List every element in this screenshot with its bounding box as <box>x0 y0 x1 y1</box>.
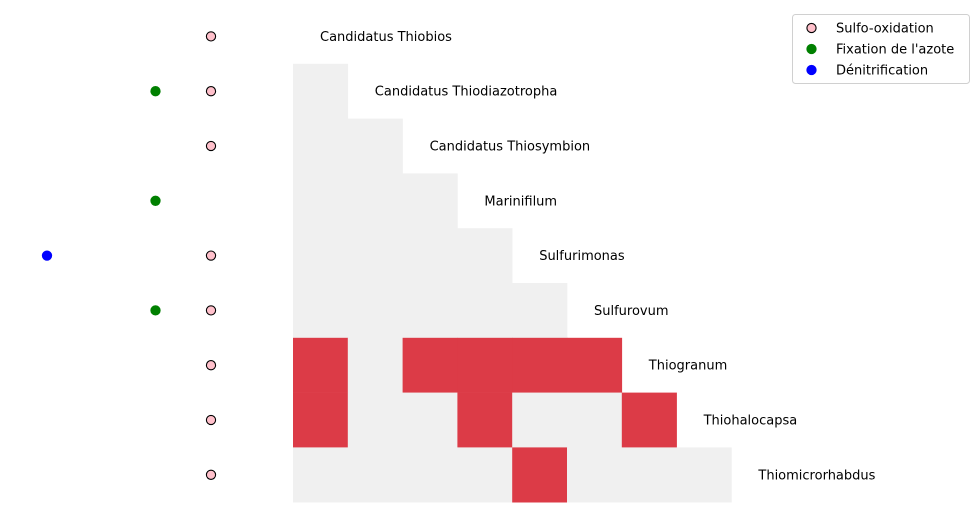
heatmap-cell-8-0 <box>293 447 349 503</box>
heatmap-cell-6-4 <box>512 337 568 393</box>
heatmap-cell-5-1 <box>347 283 403 339</box>
heatmap-cell-5-0 <box>293 283 349 339</box>
heatmap-cell-2-0 <box>293 118 349 174</box>
row-label-thiomicrorhabdus: Thiomicrorhabdus <box>757 468 875 483</box>
heatmap-cell-3-1 <box>347 173 403 229</box>
marker-sulfo-oxidation-7 <box>205 414 217 426</box>
heatmap-cell-1-0 <box>293 63 349 119</box>
row-label-sulfurimonas: Sulfurimonas <box>539 249 625 264</box>
marker-fixation-de-l-azote-3 <box>150 195 161 206</box>
heatmap-cell-7-0 <box>293 392 349 448</box>
heatmap-cell-7-4 <box>512 392 568 448</box>
marker-sulfo-oxidation-1 <box>205 86 217 97</box>
row-label-sulfurovum: Sulfurovum <box>594 304 669 319</box>
heatmap-cell-6-1 <box>347 337 403 393</box>
heatmap-cell-8-2 <box>402 447 458 503</box>
heatmap-cell-4-2 <box>402 228 458 284</box>
row-labels: Candidatus Thiobios Candidatus Thiodiazot… <box>320 30 876 483</box>
legend-box <box>792 14 970 84</box>
legend: Sulfo-oxidation Fixation de l'azote Dénitr… <box>792 14 970 84</box>
marker-sulfo-oxidation-0 <box>205 31 217 42</box>
heatmap-cell-6-5 <box>567 337 623 393</box>
legend-marker-sulfo-oxidation <box>806 22 817 34</box>
heatmap-cell-3-0 <box>293 173 349 229</box>
legend-marker-d-nitrification <box>806 64 817 76</box>
heatmap-cell-7-2 <box>402 392 458 448</box>
heatmap-cell-8-6 <box>621 447 677 503</box>
marker-fixation-de-l-azote-5 <box>150 305 161 316</box>
heatmap-cell-8-1 <box>347 447 403 503</box>
heatmap-cell-8-7 <box>676 447 732 503</box>
heatmap-cell-4-0 <box>293 228 349 284</box>
heatmap-cell-6-2 <box>402 337 458 393</box>
marker-fixation-de-l-azote-1 <box>150 86 161 97</box>
marker-d-nitrification-4 <box>41 250 53 261</box>
marker-sulfo-oxidation-5 <box>205 305 217 316</box>
heatmap-cell-5-4 <box>512 283 568 339</box>
marker-sulfo-oxidation-4 <box>205 250 217 261</box>
heatmap-cell-5-2 <box>402 283 458 339</box>
heatmap-cell-8-4 <box>512 447 568 503</box>
row-label-thiohalocapsa: Thiohalocapsa <box>703 414 798 429</box>
heatmap-cell-7-5 <box>567 392 623 448</box>
heatmap-cell-2-1 <box>347 118 403 174</box>
heatmap-cell-7-3 <box>457 392 513 448</box>
heatmap-cell-3-2 <box>402 173 458 229</box>
row-label-candidatus-thiodiazotropha: Candidatus Thiodiazotropha <box>375 85 558 100</box>
heatmap-cell-8-5 <box>567 447 623 503</box>
heatmap-cell-7-1 <box>347 392 403 448</box>
heatmap-cell-6-0 <box>293 337 349 393</box>
heatmap-cell-4-3 <box>457 228 513 284</box>
heatmap-cell-7-6 <box>621 392 677 448</box>
heatmap-cells <box>293 63 732 503</box>
row-label-candidatus-thiobios: Candidatus Thiobios <box>320 30 452 45</box>
marker-sulfo-oxidation-2 <box>205 140 217 152</box>
row-label-candidatus-thiosymbion: Candidatus Thiosymbion <box>430 140 591 155</box>
legend-label-fixation-de-l-azote: Fixation de l'azote <box>836 43 954 58</box>
legend-marker-fixation-de-l-azote <box>806 43 817 55</box>
heatmap-cell-6-3 <box>457 337 513 393</box>
legend-label-sulfo-oxidation: Sulfo-oxidation <box>836 22 934 37</box>
marker-sulfo-oxidation-8 <box>205 469 217 480</box>
heatmap-cell-8-3 <box>457 447 513 503</box>
trait-markers <box>41 31 217 480</box>
legend-label-d-nitrification: Dénitrification <box>836 64 928 79</box>
heatmap-cell-5-3 <box>457 283 513 339</box>
row-label-marinifilum: Marinifilum <box>484 194 557 209</box>
marker-sulfo-oxidation-6 <box>205 360 217 371</box>
row-label-thiogranum: Thiogranum <box>648 359 727 374</box>
heatmap-cell-4-1 <box>347 228 403 284</box>
